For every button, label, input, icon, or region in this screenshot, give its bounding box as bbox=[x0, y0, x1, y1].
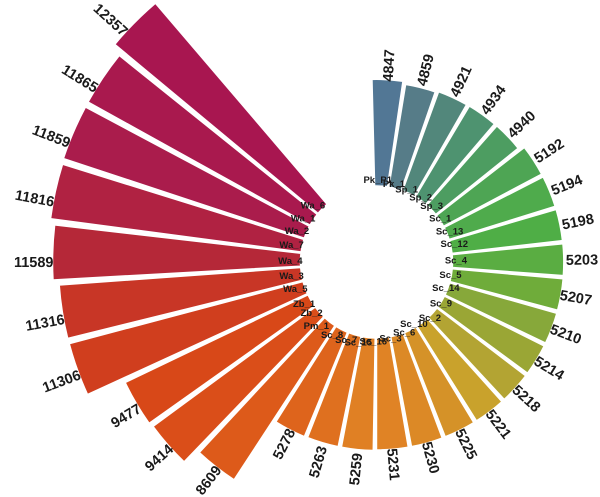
svg-text:5278: 5278 bbox=[270, 426, 299, 462]
svg-text:Sc_8: Sc_8 bbox=[321, 330, 343, 341]
svg-text:11306: 11306 bbox=[41, 368, 84, 397]
svg-text:Wa_6: Wa_6 bbox=[301, 200, 325, 211]
svg-text:Wa_5: Wa_5 bbox=[283, 284, 308, 295]
svg-text:4859: 4859 bbox=[415, 53, 438, 88]
svg-text:Sc_5: Sc_5 bbox=[439, 270, 462, 281]
svg-text:4921: 4921 bbox=[448, 64, 476, 100]
svg-text:5259: 5259 bbox=[347, 452, 366, 486]
svg-text:Zb_2: Zb_2 bbox=[301, 308, 323, 319]
svg-text:Sc_16: Sc_16 bbox=[360, 337, 387, 348]
svg-text:Sc_3: Sc_3 bbox=[379, 333, 401, 344]
svg-text:Sc_6: Sc_6 bbox=[393, 327, 415, 338]
svg-text:Sc_2: Sc_2 bbox=[419, 313, 441, 324]
svg-text:5218: 5218 bbox=[509, 382, 544, 416]
svg-text:5198: 5198 bbox=[561, 211, 596, 233]
svg-text:Sc_9: Sc_9 bbox=[430, 298, 452, 309]
svg-text:5225: 5225 bbox=[451, 426, 480, 462]
svg-text:5230: 5230 bbox=[418, 440, 442, 475]
svg-text:4940: 4940 bbox=[505, 108, 539, 142]
svg-text:Wa_3: Wa_3 bbox=[279, 271, 303, 282]
svg-text:Wa_2: Wa_2 bbox=[285, 226, 309, 237]
svg-text:11816: 11816 bbox=[14, 188, 56, 211]
svg-text:Wa_4: Wa_4 bbox=[278, 256, 303, 267]
svg-text:11316: 11316 bbox=[24, 312, 66, 335]
svg-text:Pk_1: Pk_1 bbox=[383, 179, 406, 190]
svg-text:Sc_13: Sc_13 bbox=[436, 226, 463, 237]
svg-text:Sc_7: Sc_7 bbox=[335, 335, 357, 346]
svg-text:Sc_1: Sc_1 bbox=[429, 214, 452, 225]
svg-text:Sp_1: Sp_1 bbox=[395, 184, 418, 195]
svg-text:5207: 5207 bbox=[558, 288, 593, 309]
svg-text:Pk_P1: Pk_P1 bbox=[363, 175, 392, 186]
svg-text:12357: 12357 bbox=[90, 1, 131, 40]
svg-text:5194: 5194 bbox=[549, 172, 585, 199]
svg-text:Sc_12: Sc_12 bbox=[441, 239, 468, 250]
svg-text:Zb_1: Zb_1 bbox=[293, 299, 316, 310]
svg-text:Sc_15: Sc_15 bbox=[345, 337, 373, 348]
svg-text:Sc_4: Sc_4 bbox=[445, 255, 468, 266]
svg-text:5203: 5203 bbox=[566, 252, 598, 268]
svg-text:Sc_10: Sc_10 bbox=[400, 319, 427, 330]
svg-text:11865: 11865 bbox=[59, 62, 101, 96]
svg-text:Sc_14: Sc_14 bbox=[432, 283, 460, 294]
svg-text:4847: 4847 bbox=[381, 49, 399, 82]
svg-text:Sp_3: Sp_3 bbox=[420, 201, 443, 212]
svg-text:4934: 4934 bbox=[478, 83, 510, 119]
svg-text:Wa_1: Wa_1 bbox=[291, 214, 316, 225]
svg-text:Sp_2: Sp_2 bbox=[409, 192, 432, 203]
svg-text:Wa_7: Wa_7 bbox=[279, 240, 303, 251]
svg-text:Pm_1: Pm_1 bbox=[304, 321, 330, 332]
svg-text:5192: 5192 bbox=[532, 136, 568, 167]
svg-text:5221: 5221 bbox=[482, 407, 514, 442]
svg-text:5214: 5214 bbox=[531, 354, 567, 384]
svg-text:5231: 5231 bbox=[383, 448, 402, 482]
svg-text:5263: 5263 bbox=[307, 444, 331, 479]
svg-text:11589: 11589 bbox=[14, 255, 54, 271]
svg-text:5210: 5210 bbox=[548, 322, 584, 348]
svg-text:11859: 11859 bbox=[30, 122, 73, 151]
